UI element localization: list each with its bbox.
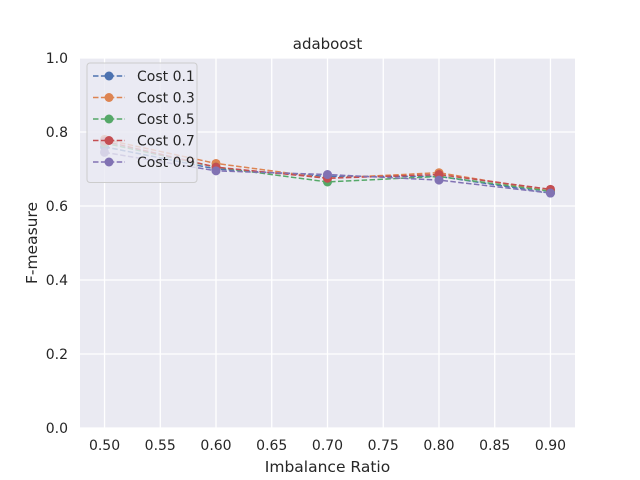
x-tick-label: 0.70 [312, 438, 343, 454]
legend-item: Cost 0.9 [93, 155, 195, 171]
y-tick-label: 0.4 [46, 273, 68, 289]
chart-title: adaboost [293, 35, 363, 53]
data-point [323, 170, 332, 180]
legend-box [86, 62, 198, 183]
legend-label: Cost 0.5 [137, 112, 195, 128]
legend-swatch-marker [104, 93, 114, 102]
y-axis-ticks: 0.0 0.2 0.4 0.6 0.8 1.0 [46, 51, 68, 437]
x-tick-label: 0.55 [145, 438, 176, 454]
y-tick-label: 1.0 [46, 51, 68, 67]
data-point [434, 175, 444, 185]
legend-item: Cost 0.5 [93, 112, 195, 128]
x-tick-label: 0.60 [200, 438, 231, 454]
legend: Cost 0.1 Cost 0.3 Cost 0.5 Cost 0.7 Cost 0.9 [86, 62, 198, 183]
legend-item: Cost 0.7 [93, 134, 195, 150]
legend-item: Cost 0.1 [93, 69, 195, 85]
grid [80, 57, 575, 429]
legend-label: Cost 0.3 [137, 91, 195, 107]
x-tick-label: 0.90 [535, 438, 566, 454]
x-tick-label: 0.85 [479, 438, 510, 454]
y-tick-label: 0.8 [46, 125, 68, 141]
legend-swatch-marker [104, 114, 114, 124]
legend-item: Cost 0.3 [93, 91, 195, 107]
legend-label: Cost 0.7 [137, 134, 195, 150]
x-tick-label: 0.80 [423, 438, 454, 454]
legend-swatch-marker [104, 157, 114, 167]
legend-swatch-marker [104, 136, 114, 145]
legend-label: Cost 0.9 [137, 155, 195, 171]
y-axis-label: F-measure [23, 202, 41, 284]
data-point [211, 166, 221, 176]
x-tick-label: 0.65 [256, 438, 287, 454]
legend-swatch-marker [104, 71, 114, 81]
legend-label: Cost 0.1 [137, 69, 195, 85]
x-axis-ticks: 0.50 0.55 0.60 0.65 0.70 0.75 0.80 0.85 0.90 [89, 438, 566, 454]
y-tick-label: 0.0 [46, 421, 68, 437]
data-point [545, 188, 555, 198]
y-tick-label: 0.2 [46, 347, 68, 363]
x-axis-label: Imbalance Ratio [265, 458, 390, 476]
x-tick-label: 0.75 [368, 438, 399, 454]
y-tick-label: 0.6 [46, 199, 68, 215]
x-tick-label: 0.50 [89, 438, 120, 454]
